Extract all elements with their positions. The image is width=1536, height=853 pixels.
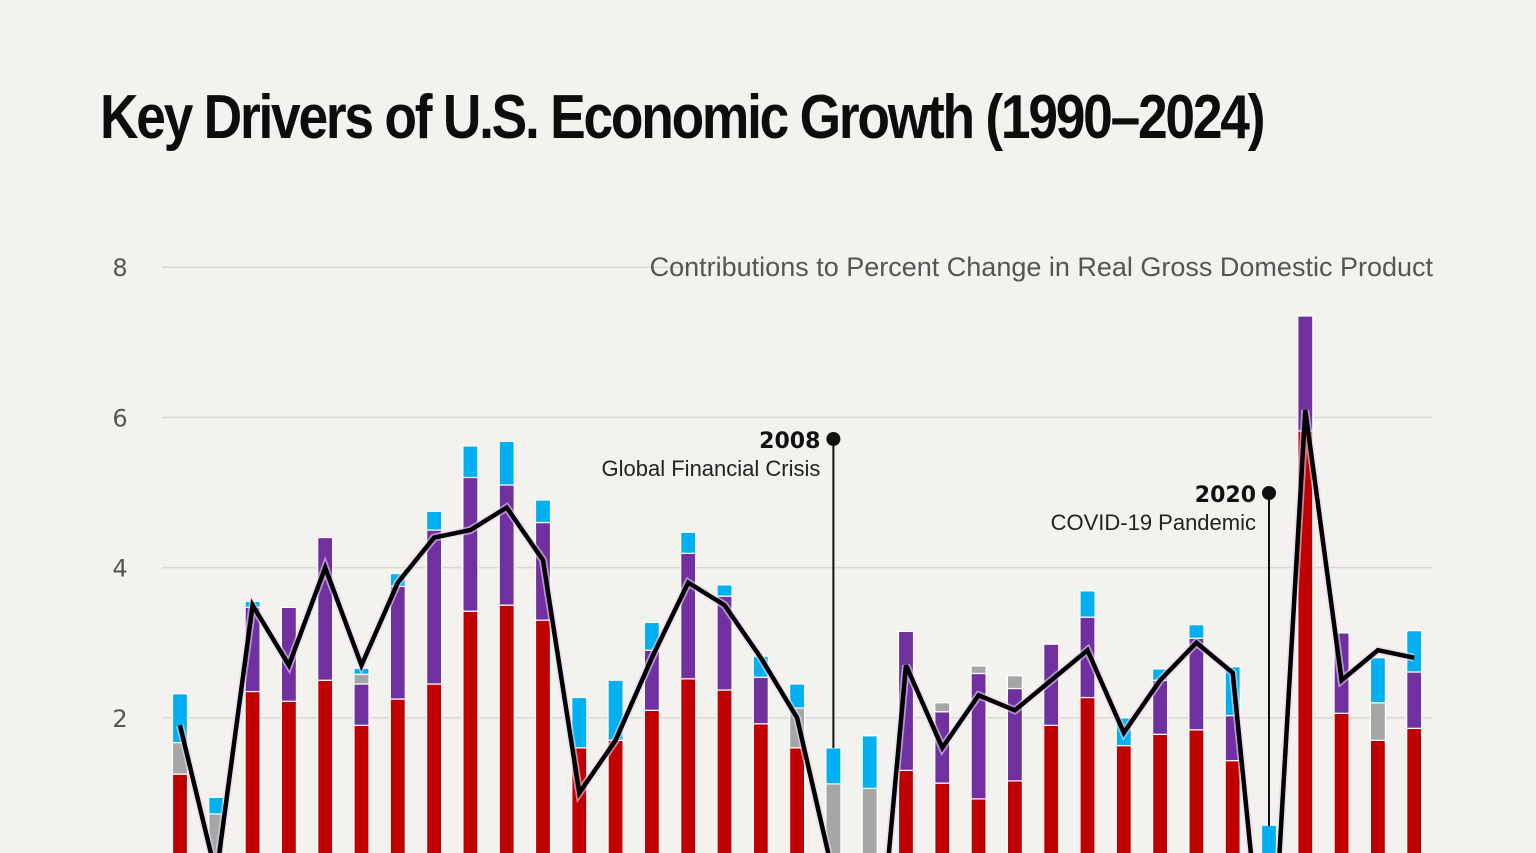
- bar-stack-2008: [825, 747, 842, 853]
- bar-segment: [1188, 624, 1205, 639]
- bar-segment: [426, 683, 443, 853]
- bar-stack-2001: [571, 696, 588, 853]
- bar-segment: [1151, 733, 1169, 853]
- y-axis-ticks: 2 4 6 8: [112, 254, 127, 733]
- bar-segment: [462, 476, 479, 612]
- bar-segment: [280, 700, 297, 853]
- bar-segment: [1260, 824, 1278, 853]
- bar-segment: [680, 531, 697, 554]
- bar-segment: [498, 604, 515, 853]
- bar-stack-2002: [607, 679, 624, 853]
- bar-segment: [353, 683, 370, 726]
- bar-segment: [607, 739, 624, 853]
- bar-stack-2015: [1079, 590, 1096, 853]
- bar-segment: [1224, 760, 1241, 853]
- bar-stack-2023: [1369, 657, 1387, 853]
- annotation-year: 2020: [1195, 483, 1256, 508]
- bar-segment: [426, 529, 443, 685]
- bar-segment: [1406, 630, 1423, 673]
- bar-stack-2017: [1151, 668, 1169, 853]
- bar-segment: [897, 769, 915, 853]
- y-tick-label: 8: [112, 254, 127, 282]
- bar-segment: [1369, 657, 1387, 704]
- annotation-dot: [826, 432, 841, 446]
- bar-segment: [534, 619, 552, 853]
- bar-segment: [680, 552, 697, 680]
- bar-segment: [1006, 675, 1024, 690]
- bar-stack-2009: [861, 735, 878, 853]
- bar-stack-2006: [752, 655, 769, 853]
- bar-segment: [1043, 724, 1060, 853]
- total-line: [176, 409, 1416, 853]
- bar-segment: [1369, 702, 1387, 741]
- y-tick-label: 4: [112, 555, 127, 583]
- bar-segment: [353, 724, 370, 853]
- chart-title: Key Drivers of U.S. Economic Growth (199…: [100, 83, 1265, 152]
- bar-segment: [1406, 727, 1423, 853]
- bar-segment: [788, 747, 806, 853]
- bar-segment: [1369, 739, 1387, 853]
- bar-stack-2005: [716, 584, 733, 853]
- bar-segment: [934, 702, 951, 713]
- bar-stack-1990: [171, 693, 189, 853]
- bar-segment: [1188, 729, 1205, 853]
- bar-segment: [934, 782, 951, 853]
- bar-segment: [389, 698, 406, 853]
- bar-segment: [752, 676, 769, 725]
- bar-segment: [752, 723, 769, 853]
- annotation-dot: [1262, 486, 1276, 500]
- bar-segment: [1406, 671, 1423, 729]
- bar-segment: [825, 747, 842, 785]
- annotation-label: COVID-19 Pandemic: [1051, 510, 1256, 535]
- bar-stack-1998: [462, 445, 479, 853]
- bar-segment: [1333, 712, 1350, 853]
- bar-stack-1996: [389, 573, 406, 853]
- bar-stack-1995: [353, 667, 370, 853]
- bar-stack-2024: [1406, 630, 1423, 853]
- stacked-bars: [171, 315, 1423, 853]
- bar-segment: [716, 689, 733, 853]
- bar-segment: [1115, 744, 1132, 853]
- total-line-path: [177, 409, 1415, 853]
- bar-segment: [680, 678, 697, 853]
- bar-segment: [353, 673, 370, 685]
- bar-segment: [861, 735, 878, 789]
- bar-segment: [426, 510, 443, 531]
- bar-segment: [970, 665, 987, 675]
- bar-segment: [970, 798, 987, 853]
- annotation-year: 2008: [759, 429, 820, 454]
- bar-stack-2021: [1297, 315, 1314, 853]
- bar-segment: [643, 709, 661, 853]
- bar-segment: [244, 690, 261, 853]
- bar-segment: [788, 683, 806, 709]
- bar-stack-2020: [1260, 824, 1278, 853]
- y-tick-label: 6: [112, 404, 127, 432]
- bar-stack-2018: [1188, 624, 1205, 853]
- bar-stack-1997: [426, 510, 443, 853]
- y-tick-label: 2: [112, 705, 127, 733]
- bar-segment: [716, 584, 733, 597]
- bar-segment: [1079, 590, 1096, 618]
- bar-segment: [171, 773, 189, 853]
- bar-stack-1993: [280, 606, 297, 853]
- annotation-label: Global Financial Crisis: [602, 456, 821, 481]
- bar-stack-2011: [934, 702, 951, 853]
- bar-segment: [462, 610, 479, 853]
- bar-segment: [1079, 696, 1096, 853]
- bar-segment: [534, 499, 552, 524]
- subtitle-bg: [690, 248, 1440, 286]
- bar-segment: [462, 445, 479, 479]
- bar-segment: [861, 787, 878, 853]
- bar-stack-1999: [498, 440, 515, 853]
- bar-segment: [317, 679, 334, 853]
- bar-segment: [498, 440, 515, 486]
- bar-segment: [1006, 780, 1024, 853]
- chart-subtitle: Contributions to Percent Change in Real …: [650, 252, 1434, 282]
